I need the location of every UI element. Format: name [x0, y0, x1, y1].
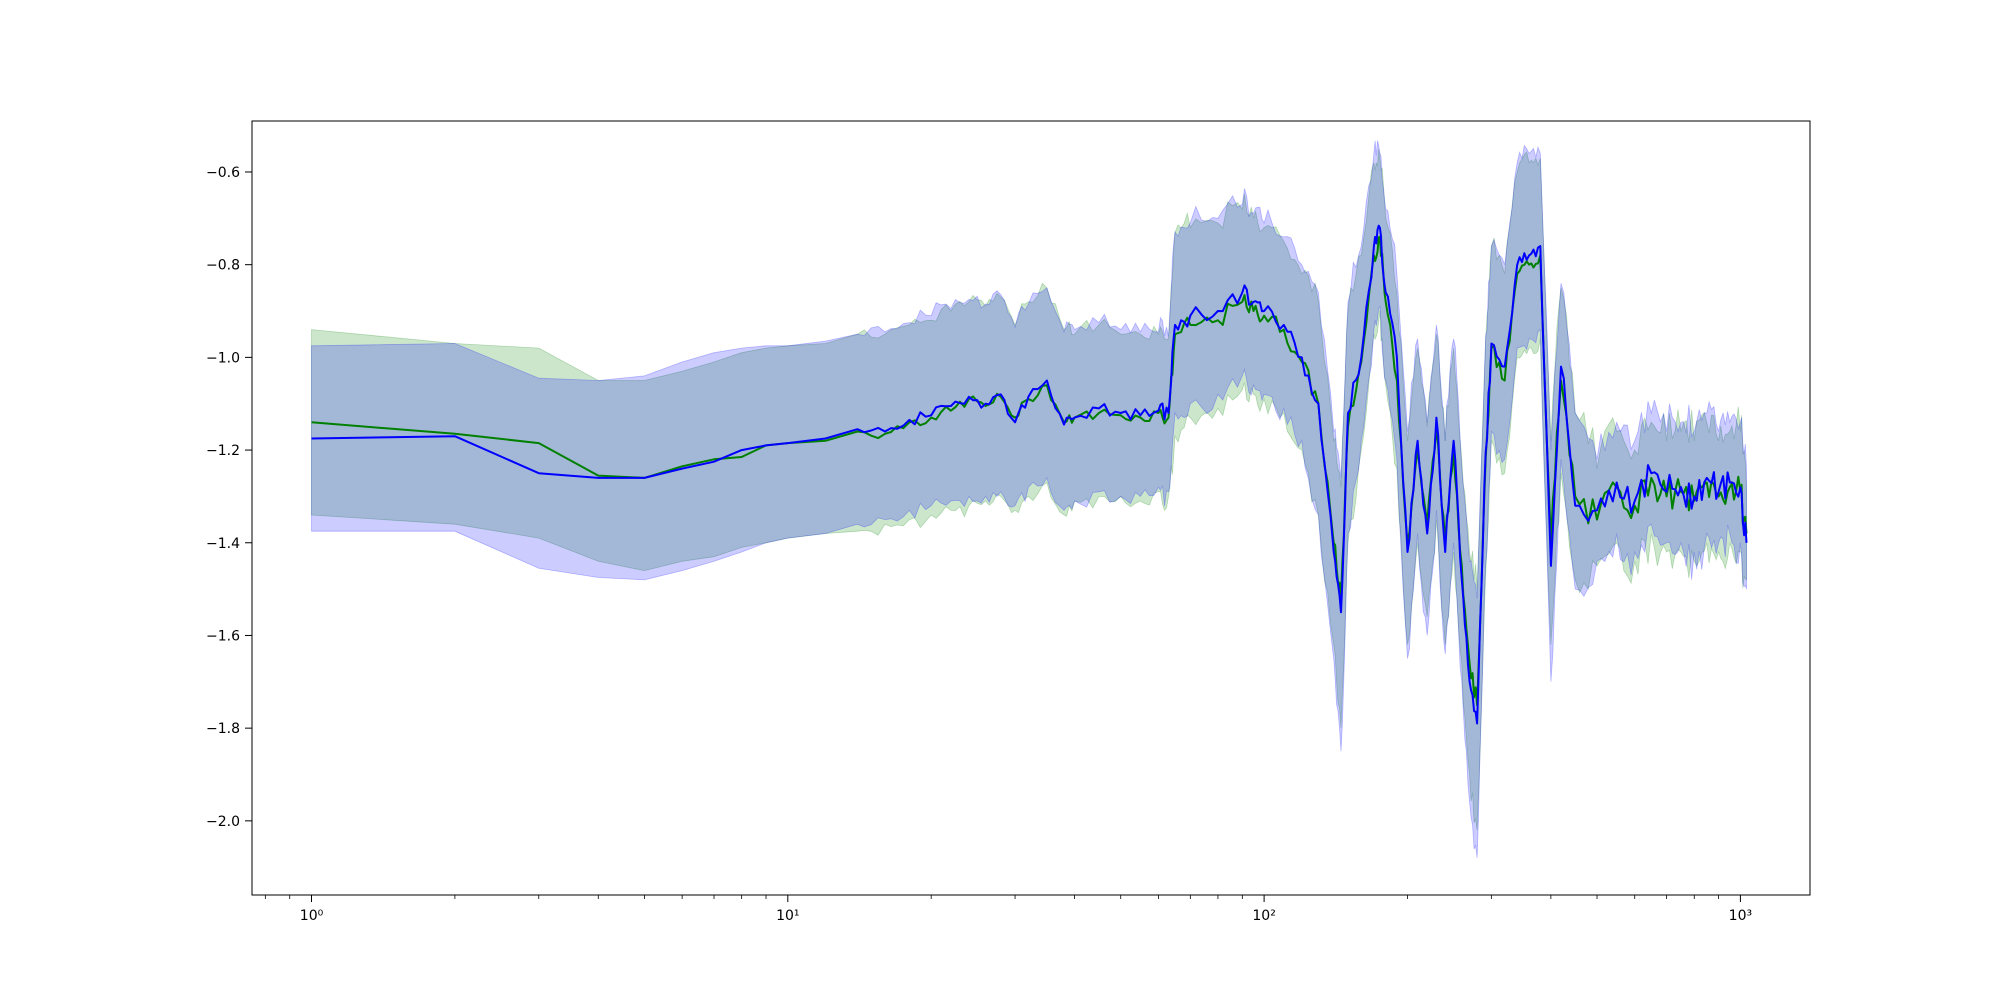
plot-frame: [251, 120, 1811, 896]
y-tick-label: −1.6: [206, 628, 240, 644]
y-tick-label: −1.0: [206, 350, 240, 366]
y-tick-label: −1.8: [206, 721, 240, 737]
x-tick-label: 10⁰: [300, 908, 324, 924]
y-tick-label: −1.2: [206, 443, 240, 459]
x-axis-ticks: 10⁰ 10¹ 10² 10³: [264, 895, 1752, 924]
x-tick-label: 10¹: [776, 908, 799, 924]
y-axis-ticks: −0.6 −0.8 −1.0 −1.2 −1.4 −1.6 −1.8 −2.0: [206, 165, 252, 830]
x-tick-label: 10³: [1729, 908, 1752, 924]
line-series-1: [311, 224, 1748, 725]
series-lines: [311, 224, 1748, 725]
y-tick-label: −1.4: [206, 536, 240, 552]
band-series-1: [311, 140, 1747, 858]
y-tick-label: −0.8: [206, 258, 240, 274]
confidence-bands: [311, 140, 1747, 858]
y-tick-label: −0.6: [206, 165, 240, 181]
band-series-0: [311, 148, 1747, 831]
y-tick-label: −2.0: [206, 814, 240, 830]
x-tick-label: 10²: [1252, 908, 1275, 924]
